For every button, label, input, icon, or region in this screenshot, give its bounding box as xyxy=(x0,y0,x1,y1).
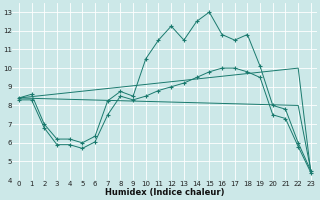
X-axis label: Humidex (Indice chaleur): Humidex (Indice chaleur) xyxy=(105,188,225,197)
